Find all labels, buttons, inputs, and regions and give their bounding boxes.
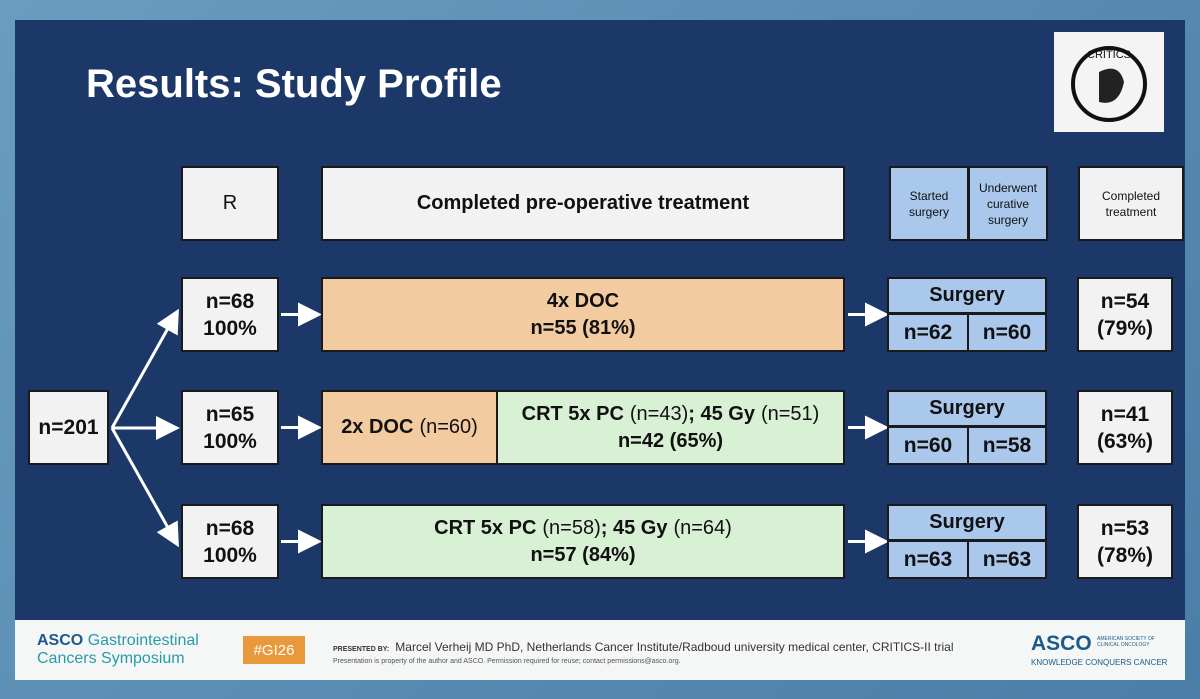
meeting-line1: Gastrointestinal [87, 632, 199, 649]
randomized-box: n=68 100% [181, 277, 279, 352]
logo: CRITICS [1054, 32, 1164, 132]
completed-text: n=54 [1100, 289, 1150, 313]
randomized-text: 100% [203, 316, 257, 340]
presenter: Marcel Verheij MD PhD, Netherlands Cance… [395, 640, 954, 654]
presented-by: PRESENTED BY: [333, 646, 390, 653]
randomized-text: 100% [203, 429, 257, 453]
society-name: AMERICAN SOCIETY OF CLINICAL ONCOLOGY [1097, 636, 1155, 648]
treatment-box: CRT 5x PC (n=58); 45 Gy (n=64) n=57 (84%) [321, 504, 845, 579]
header-r: R [181, 166, 279, 241]
completed-text: n=53 [1100, 516, 1150, 540]
randomized-box: n=65 100% [181, 390, 279, 465]
logo-text: CRITICS [1087, 49, 1131, 61]
header-text: Completed treatment [1101, 188, 1161, 219]
treatment-line: n=42 (65%) [618, 428, 723, 455]
treatment-text: (n=51) [760, 402, 820, 425]
randomized-text: n=68 [205, 516, 255, 540]
treatment-text: (n=58) [542, 516, 601, 539]
treatment-box: 4x DOC n=55 (81%) [321, 277, 845, 352]
randomized-text: n=68 [205, 289, 255, 313]
treatment-text: ; 45 Gy [600, 516, 668, 539]
treatment-text: 2x DOC [341, 416, 414, 438]
hashtag: #GI26 [243, 636, 305, 664]
surgery-box: Surgery [887, 390, 1047, 427]
started-box: n=60 [887, 426, 969, 465]
completed-text: (78%) [1096, 543, 1154, 567]
header-started: Started surgery [889, 166, 969, 241]
meeting-line2: Cancers Symposium [37, 650, 185, 667]
meeting-logo: ASCO Gastrointestinal Cancers Symposium [37, 632, 199, 668]
treatment-line: 2x DOC (n=60) [341, 414, 478, 441]
treatment-text: (n=43) [629, 402, 689, 425]
slide-title: Results: Study Profile [86, 62, 502, 106]
surgery-box: Surgery [887, 277, 1047, 314]
started-box: n=63 [887, 540, 969, 579]
header-underwent: Underwent curative surgery [968, 166, 1048, 241]
completed-text: (63%) [1096, 429, 1154, 453]
total-box: n=201 [28, 390, 109, 465]
treatment-text: CRT 5x PC [521, 402, 624, 425]
arrow [110, 308, 179, 429]
logo-mark: CRITICS [1071, 46, 1147, 122]
society-logo: ASCO [1031, 632, 1092, 655]
arrow [110, 427, 179, 548]
header-completed: Completed treatment [1078, 166, 1184, 241]
header-text: Underwent curative surgery [978, 180, 1038, 227]
underwent-box: n=58 [967, 426, 1047, 465]
logo-ring [1071, 46, 1147, 122]
asco: ASCO [37, 632, 84, 649]
surgery-box: Surgery [887, 504, 1047, 541]
completed-text: n=41 [1100, 402, 1150, 426]
completed-box: n=53 (78%) [1077, 504, 1173, 579]
treatment-line: n=55 (81%) [530, 315, 635, 342]
treatment-box: CRT 5x PC (n=43); 45 Gy (n=51) n=42 (65%) [496, 390, 845, 465]
footer: ASCO Gastrointestinal Cancers Symposium #… [15, 620, 1185, 680]
notice: Presentation is property of the author a… [333, 658, 681, 665]
treatment-line: n=57 (84%) [530, 542, 635, 569]
treatment-line: CRT 5x PC (n=58); 45 Gy (n=64) [434, 515, 732, 542]
treatment-text: n=55 (81%) [530, 316, 636, 339]
underwent-box: n=63 [967, 540, 1047, 579]
treatment-line: CRT 5x PC (n=43); 45 Gy (n=51) [522, 401, 820, 428]
treatment-text: ; 45 Gy [688, 402, 755, 425]
treatment-text: CRT 5x PC [434, 516, 537, 539]
treatment-box: 2x DOC (n=60) [321, 390, 498, 465]
treatment-text: n=42 (65%) [617, 429, 724, 452]
treatment-line: 4x DOC [547, 288, 619, 315]
randomized-text: n=65 [205, 402, 255, 426]
started-box: n=62 [887, 313, 969, 352]
header-preop: Completed pre-operative treatment [321, 166, 845, 241]
treatment-text: (n=64) [673, 516, 732, 539]
underwent-box: n=60 [967, 313, 1047, 352]
treatment-text: 4x DOC [546, 289, 620, 312]
header-text: Started surgery [908, 188, 949, 219]
arrow-group [110, 308, 180, 548]
logo-shape [1099, 68, 1124, 103]
completed-box: n=54 (79%) [1077, 277, 1173, 352]
completed-text: (79%) [1096, 316, 1154, 340]
randomized-text: 100% [203, 543, 257, 567]
presenter-line: PRESENTED BY: Marcel Verheij MD PhD, Neth… [333, 640, 954, 654]
treatment-text: n=57 (84%) [530, 543, 636, 566]
randomized-box: n=68 100% [181, 504, 279, 579]
completed-box: n=41 (63%) [1077, 390, 1173, 465]
treatment-text: (n=60) [419, 416, 478, 438]
tagline: KNOWLEDGE CONQUERS CANCER [1031, 658, 1168, 667]
